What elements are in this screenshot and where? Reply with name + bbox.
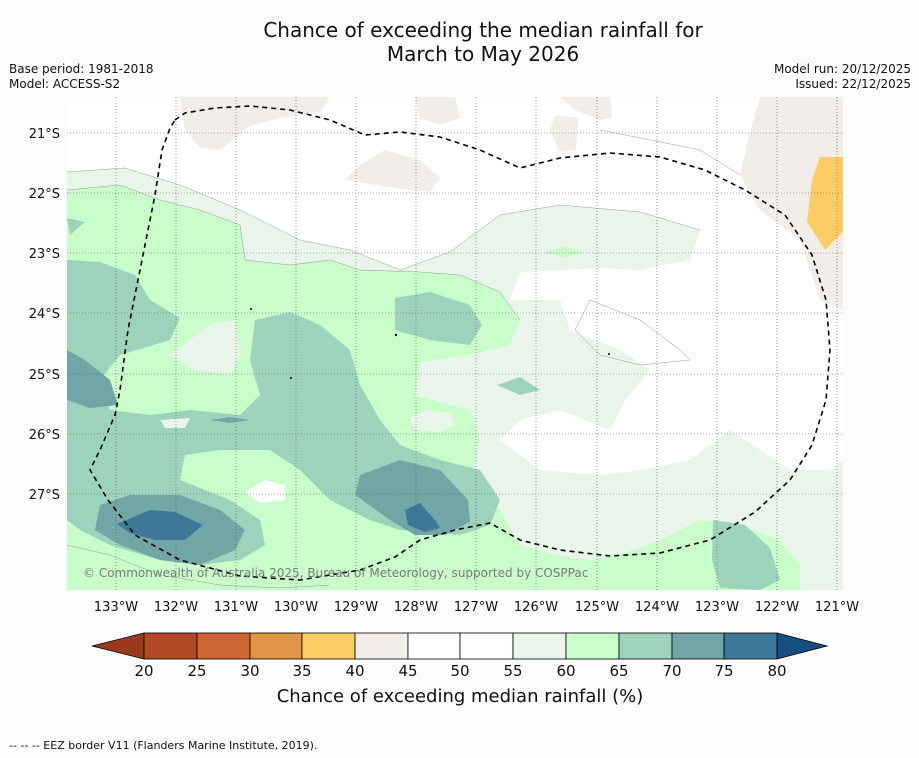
- colorbar-segment: [459, 632, 514, 660]
- colorbar-tick: 50: [450, 662, 469, 680]
- colorbar-tick: 80: [767, 662, 786, 680]
- contour-35-40: [807, 157, 843, 250]
- lon-label: 123°W: [695, 600, 739, 615]
- colorbar-tick: 55: [503, 662, 522, 680]
- colorbar-segment: [249, 632, 303, 660]
- colorbar-segment: [143, 632, 198, 660]
- colorbar: [91, 632, 829, 660]
- colorbar-ticks: 20 25 30 35 40 45 50 55 60 65 70 75 80: [134, 662, 786, 680]
- colorbar-tick: 65: [609, 662, 628, 680]
- colorbar-segment: [565, 632, 620, 660]
- title-line-2: March to May 2026: [386, 42, 580, 66]
- colorbar-low-arrow: [91, 632, 145, 660]
- lat-label: 27°S: [29, 488, 60, 503]
- colorbar-segment: [723, 632, 778, 660]
- eez-border: [89, 105, 831, 581]
- lon-label: 131°W: [214, 600, 258, 615]
- issued-date: Issued: 22/12/2025: [795, 77, 911, 91]
- lat-axis-labels: 21°S 22°S 23°S 24°S 25°S 26°S 27°S: [29, 127, 60, 503]
- map-area: [67, 97, 843, 590]
- colorbar-label: Chance of exceeding median rainfall (%): [277, 686, 644, 707]
- lon-label: 132°W: [154, 600, 198, 615]
- colorbar-tick: 20: [134, 662, 153, 680]
- lat-label: 23°S: [29, 247, 60, 262]
- footer-note: -- -- -- EEZ border V11 (Flanders Marine…: [9, 739, 318, 752]
- lon-label: 127°W: [454, 600, 498, 615]
- lon-label: 128°W: [394, 600, 438, 615]
- colorbar-tick: 45: [398, 662, 417, 680]
- lon-label: 126°W: [514, 600, 558, 615]
- lon-label: 124°W: [635, 600, 679, 615]
- contour-60-65: [67, 185, 800, 590]
- lon-label: 133°W: [94, 600, 138, 615]
- colorbar-high-arrow: [776, 632, 829, 660]
- lon-label: 121°W: [815, 600, 859, 615]
- copyright-text: © Commonwealth of Australia 2025, Bureau…: [83, 566, 588, 580]
- meta-left: Base period: 1981-2018 Model: ACCESS-S2: [9, 62, 154, 92]
- model-run: Model run: 20/12/2025: [773, 62, 911, 76]
- contour-lines: [67, 129, 741, 589]
- lon-axis-labels: 133°W 132°W 131°W 130°W 129°W 128°W 127°…: [94, 600, 859, 615]
- colorbar-segment: [196, 632, 251, 660]
- lat-label: 25°S: [29, 368, 60, 383]
- lat-label: 22°S: [29, 187, 60, 202]
- map-title: Chance of exceeding the median rainfall …: [0, 18, 919, 66]
- lon-label: 130°W: [274, 600, 318, 615]
- lat-label: 26°S: [29, 428, 60, 443]
- colorbar-tick: 75: [714, 662, 733, 680]
- colorbar-tick: 25: [187, 662, 206, 680]
- lat-label: 21°S: [29, 127, 60, 142]
- title-line-1: Chance of exceeding the median rainfall …: [263, 18, 703, 42]
- colorbar-segment: [301, 632, 356, 660]
- colorbar-tick: 70: [662, 662, 681, 680]
- colorbar-tick: 40: [345, 662, 364, 680]
- colorbar-tick: 30: [240, 662, 259, 680]
- colorbar-segment: [354, 632, 409, 660]
- lon-label: 122°W: [755, 600, 799, 615]
- colorbar-segment: [671, 632, 725, 660]
- colorbar-tick: 60: [556, 662, 575, 680]
- gridlines: [67, 97, 843, 590]
- meta-right: Model run: 20/12/2025 Issued: 22/12/2025: [774, 62, 911, 92]
- base-period: Base period: 1981-2018: [9, 62, 154, 76]
- contour-45-55-islands: [160, 246, 582, 503]
- lon-label: 129°W: [334, 600, 378, 615]
- colorbar-segment: [618, 632, 673, 660]
- lat-label: 24°S: [29, 307, 60, 322]
- island-markers: [250, 308, 610, 379]
- model-name: Model: ACCESS-S2: [9, 77, 121, 91]
- contour-75-80: [117, 503, 440, 540]
- colorbar-segment: [512, 632, 567, 660]
- colorbar-tick: 35: [292, 662, 311, 680]
- colorbar-segment: [407, 632, 461, 660]
- lon-label: 125°W: [575, 600, 619, 615]
